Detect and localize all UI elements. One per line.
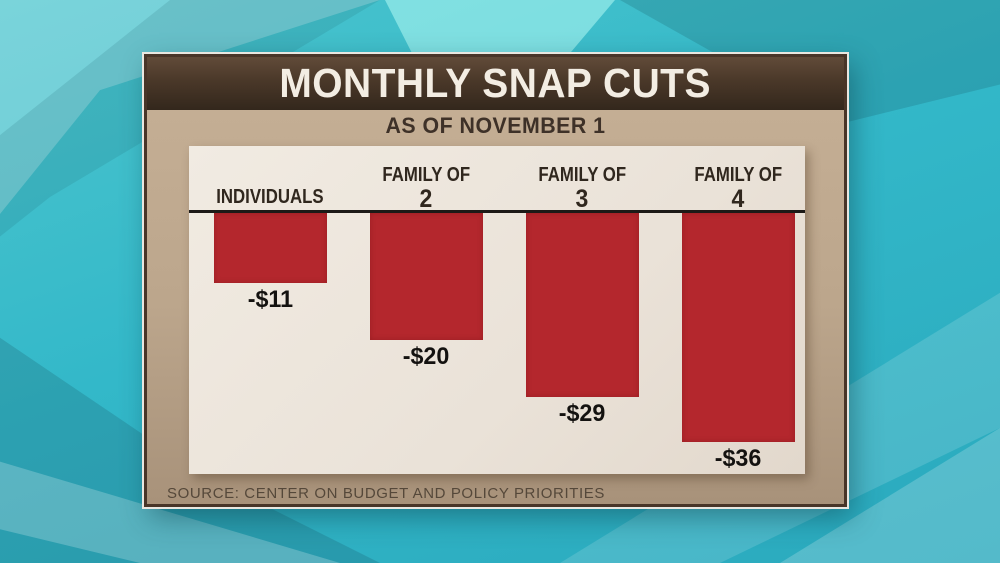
chart-title: MONTHLY SNAP CUTS — [279, 60, 712, 106]
column-header-text: INDIVIDUALS — [216, 186, 324, 208]
chart-card: MONTHLY SNAP CUTS AS OF NOVEMBER 1 INDIV… — [142, 52, 849, 509]
column-header-individuals: INDIVIDUALS — [194, 146, 346, 213]
column-header-text: FAMILY OF — [538, 164, 626, 186]
column-header-family-of-3: FAMILY OF 3 — [506, 146, 658, 213]
column-header-number: 3 — [575, 185, 589, 213]
bar-family-of-4 — [681, 213, 795, 442]
bar-family-of-3 — [525, 213, 639, 397]
column-header-text: FAMILY OF — [694, 164, 782, 186]
value-label-family-of-4: -$36 — [714, 445, 762, 472]
column-header-family-of-4: FAMILY OF 4 — [662, 146, 814, 213]
zero-baseline — [189, 210, 805, 213]
chart-column-family-of-2: FAMILY OF 2 -$20 — [350, 146, 502, 474]
chart-column-individuals: INDIVIDUALS -$11 — [194, 146, 346, 474]
column-header-number: 2 — [419, 185, 433, 213]
bar-individuals — [213, 213, 327, 283]
chart-subtitle: AS OF NOVEMBER 1 — [385, 113, 606, 138]
value-label-family-of-2: -$20 — [402, 343, 450, 370]
column-header-family-of-2: FAMILY OF 2 — [350, 146, 502, 213]
chart-column-family-of-3: FAMILY OF 3 -$29 — [506, 146, 658, 474]
chart-title-bar: MONTHLY SNAP CUTS — [147, 57, 844, 110]
chart-column-family-of-4: FAMILY OF 4 -$36 — [662, 146, 814, 474]
value-label-family-of-3: -$29 — [558, 400, 606, 427]
value-label-individuals: -$11 — [247, 286, 293, 313]
bar-family-of-2 — [369, 213, 483, 340]
source-attribution: SOURCE: CENTER ON BUDGET AND POLICY PRIO… — [167, 485, 605, 502]
plot-area: INDIVIDUALS -$11 FAMILY OF 2 -$20 FAMILY OF 3-… — [189, 146, 805, 474]
column-header-text: FAMILY OF — [382, 164, 470, 186]
column-header-number: 4 — [731, 185, 745, 213]
